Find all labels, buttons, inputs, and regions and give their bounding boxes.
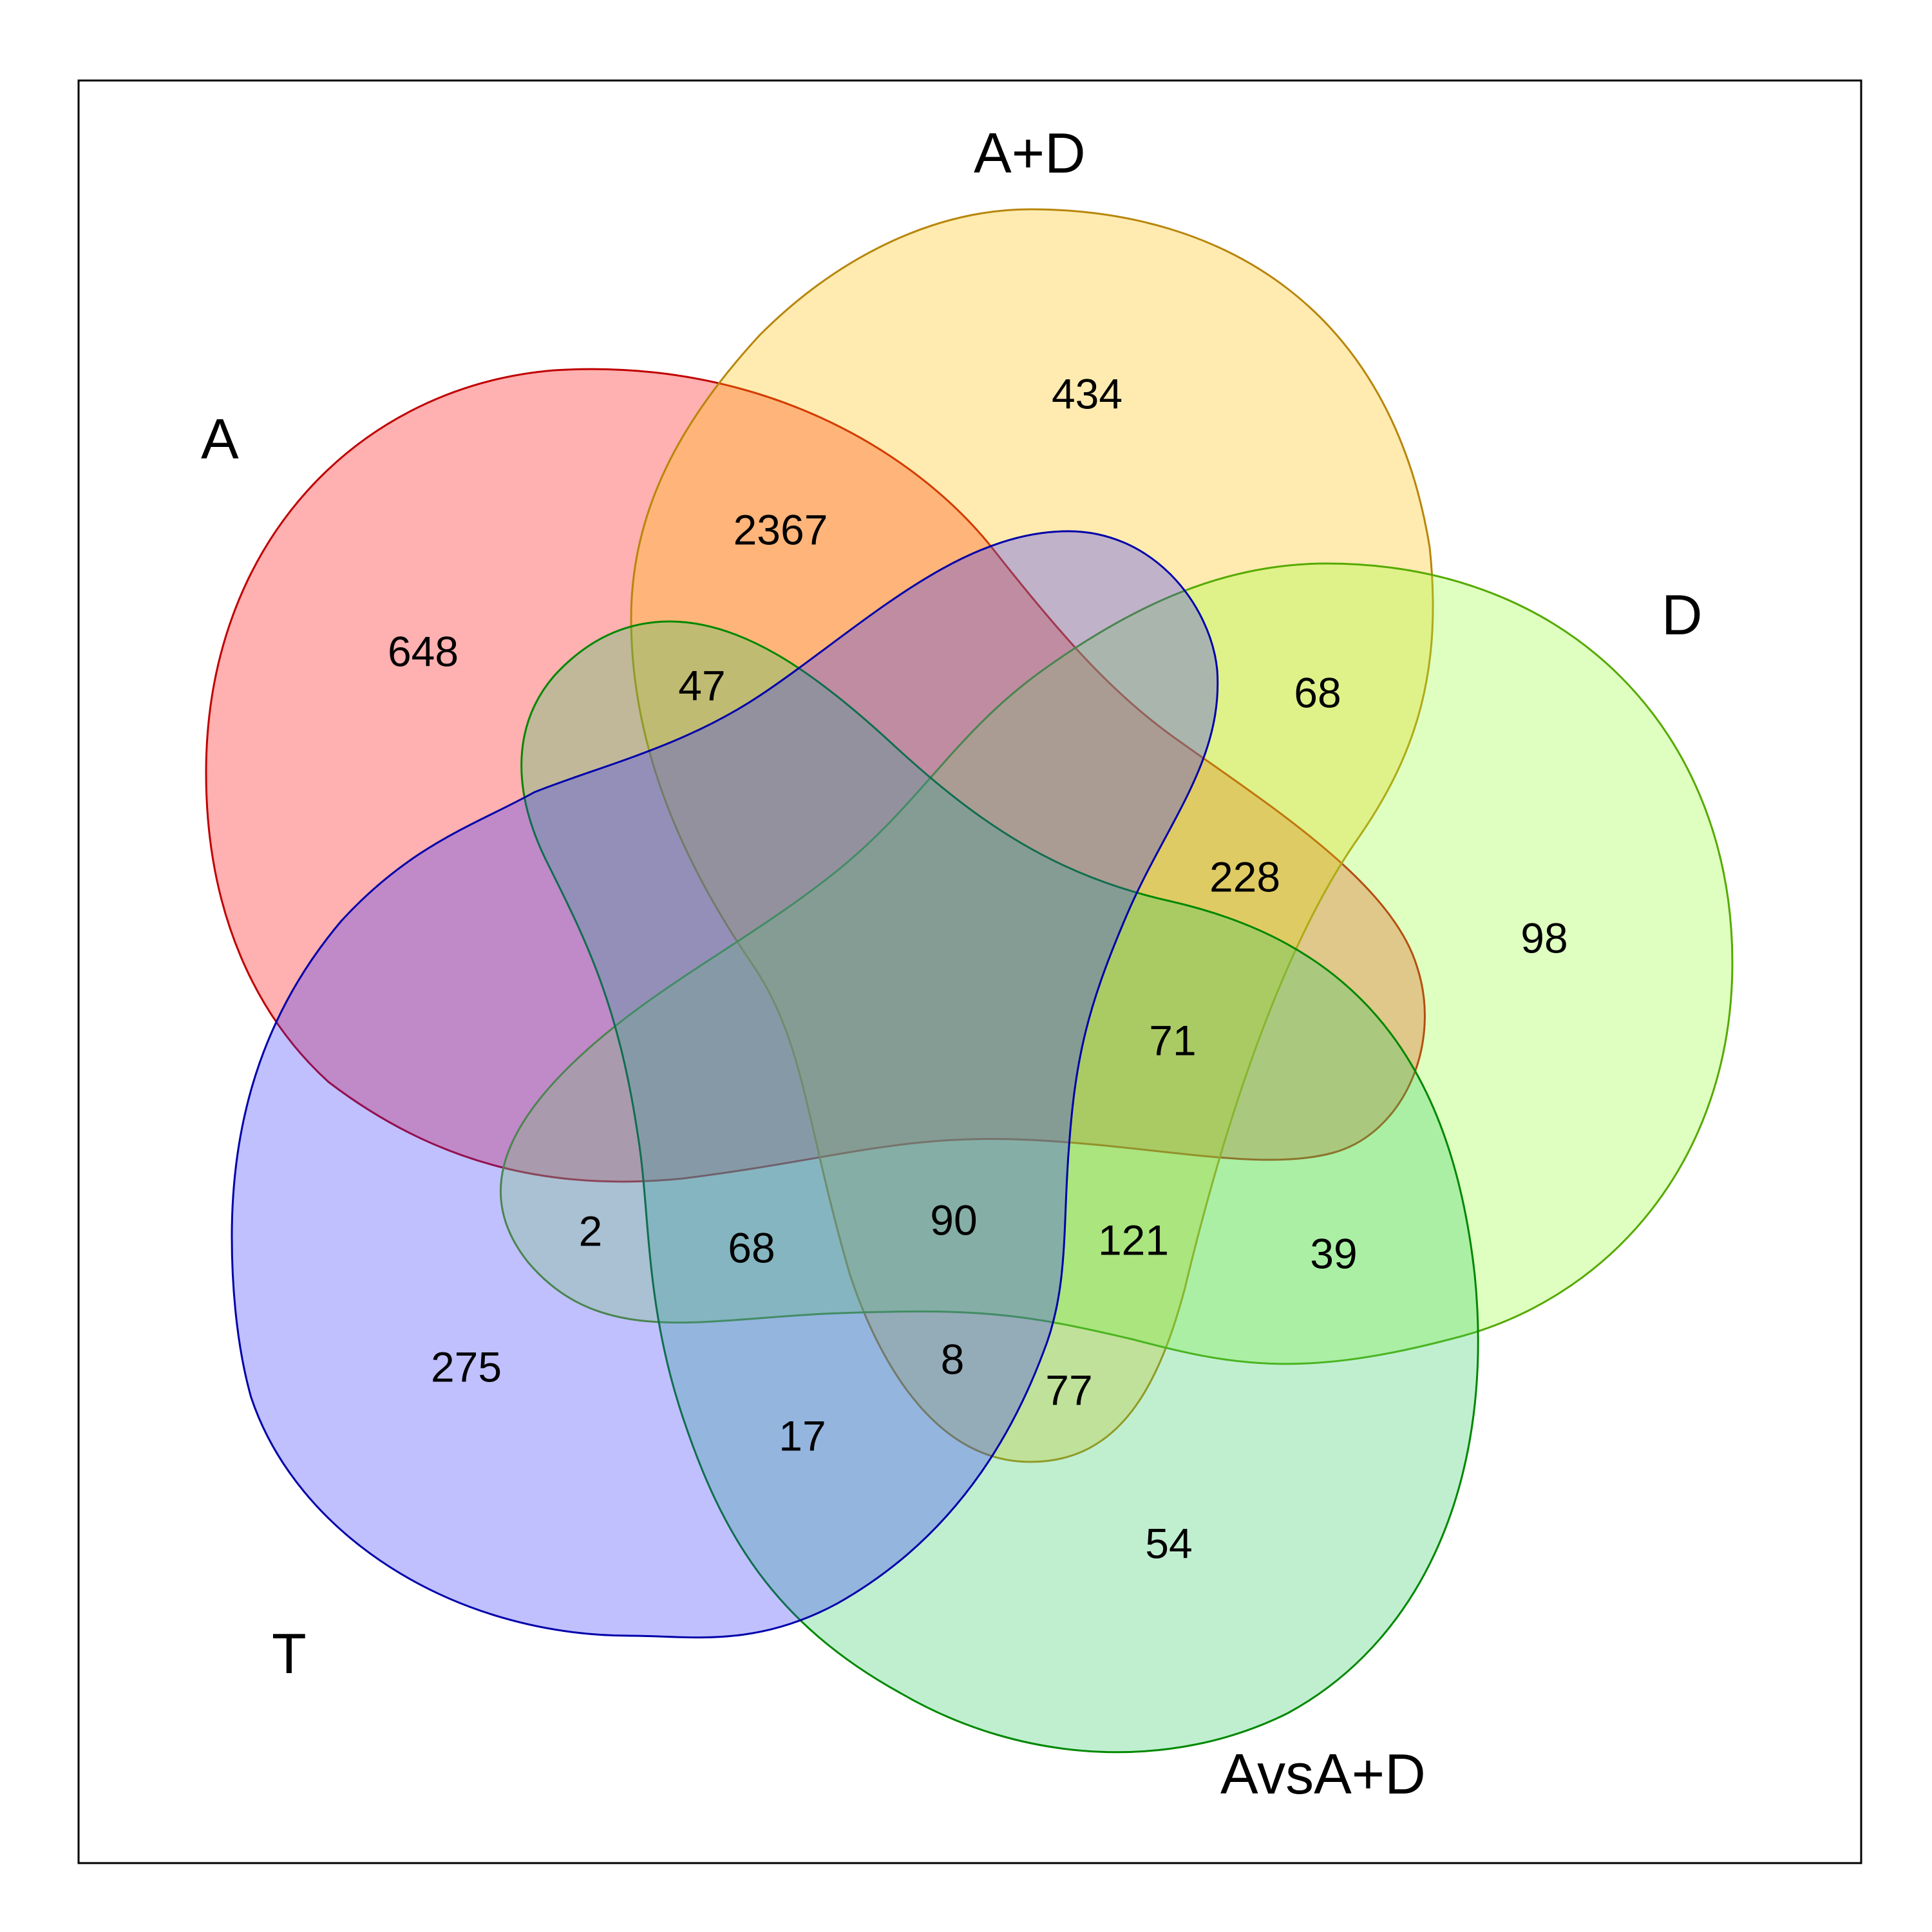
set-label-t: T (272, 1622, 307, 1685)
count-a-ad: 2367 (734, 506, 828, 553)
count-a-ad-d-avsad: 71 (1149, 1016, 1196, 1064)
count-ad-only: 434 (1052, 370, 1122, 417)
set-label-a: A (201, 407, 239, 471)
count-all-five: 90 (930, 1196, 977, 1244)
set-label-ad: A+D (974, 121, 1086, 185)
count-ad-d-avsad-t: 77 (1045, 1366, 1092, 1414)
plot-frame (77, 79, 1862, 1864)
count-a-avsad-t: 68 (728, 1224, 775, 1271)
count-a-ad-d: 228 (1209, 853, 1280, 900)
count-ad-d: 68 (1294, 668, 1341, 716)
count-avsad-only: 54 (1145, 1519, 1192, 1567)
set-label-d: D (1662, 583, 1703, 647)
count-avsad-t: 17 (779, 1412, 826, 1459)
set-label-avsad: AvsA+D (1220, 1742, 1426, 1806)
set-d-region (500, 562, 1734, 1365)
set-t-region (231, 530, 1219, 1639)
count-d-avsad: 39 (1310, 1229, 1357, 1277)
count-ad-avsad-t: 8 (941, 1335, 965, 1383)
count-d-only: 98 (1520, 914, 1567, 961)
count-a-ad-avsad: 47 (678, 661, 725, 709)
count-ad-d-avsad: 121 (1098, 1216, 1169, 1264)
count-a-only: 648 (388, 627, 459, 675)
count-a-d-t: 2 (579, 1207, 603, 1255)
count-t-only: 275 (431, 1343, 502, 1390)
set-avsad-region (520, 620, 1479, 1754)
set-ad-region (630, 208, 1434, 1463)
